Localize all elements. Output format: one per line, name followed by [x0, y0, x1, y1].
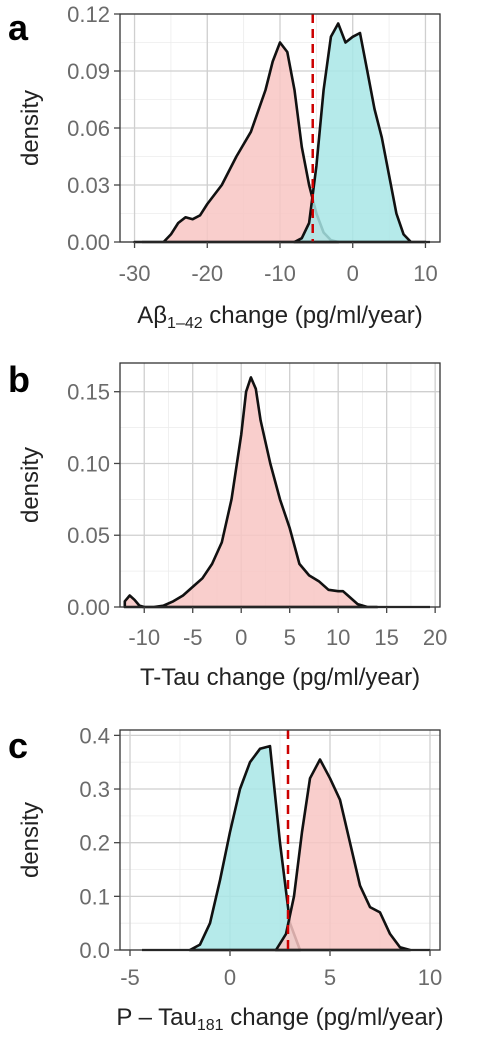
panel-c: -5 0 5 10 0.0 0.1 0.2 0.3 0.4 c density P – Tau181 …: [8, 723, 444, 1034]
x-tick-label: 0: [235, 625, 247, 650]
x-tick-label: 5: [284, 625, 296, 650]
x-tick-label: 15: [374, 625, 398, 650]
y-tick-label: 0.3: [79, 777, 110, 802]
density-area-a-1: [133, 41, 340, 244]
y-tick-label: 0.15: [67, 380, 110, 405]
panel-letter: a: [8, 7, 29, 48]
plot-frame: [119, 362, 441, 608]
x-axis-label: Aβ1–42 change (pg/ml/year): [137, 302, 423, 332]
y-tick-label: 0.00: [67, 595, 110, 620]
y-tick-label: 0.03: [67, 173, 110, 198]
x-axis-label: T-Tau change (pg/ml/year): [140, 664, 420, 691]
x-tick-label: 0: [347, 261, 359, 286]
x-tick-label: 0: [224, 965, 236, 990]
x-axis-label: P – Tau181 change (pg/ml/year): [116, 1004, 443, 1034]
y-tick-label: 0.0: [79, 938, 110, 963]
x-tick-label: -10: [128, 625, 160, 650]
density-area-c-2: [274, 758, 412, 952]
x-tick-label: 10: [418, 965, 442, 990]
x-tick-label: 5: [324, 965, 336, 990]
x-tick-label: 20: [423, 625, 447, 650]
y-tick-label: 0.09: [67, 59, 110, 84]
y-tick-label: 0.06: [67, 116, 110, 141]
density-area-b-1: [123, 376, 379, 609]
x-tick-label: -30: [119, 261, 151, 286]
y-tick-label: 0.4: [79, 723, 110, 748]
panel-b: -10 -5 0 5 10 15 20 0.00 0.05 0.10 0.15 b density T-T…: [8, 359, 447, 691]
plot-frame: [119, 729, 441, 951]
density-area-c-1: [188, 744, 302, 952]
panel-a: -30 -20 -10 0 10 0.00 0.03 0.06 0.09 0.12 a density…: [8, 2, 441, 332]
y-tick-label: 0.05: [67, 523, 110, 548]
x-tick-label: 10: [413, 261, 437, 286]
y-axis-label: density: [17, 90, 44, 166]
x-tick-label: -20: [191, 261, 223, 286]
y-tick-label: 0.00: [67, 230, 110, 255]
x-tick-label: 10: [326, 625, 350, 650]
y-tick-label: 0.12: [67, 2, 110, 27]
y-axis-label: density: [17, 447, 44, 523]
y-axis-label: density: [17, 802, 44, 878]
panel-letter: c: [8, 725, 28, 766]
panel-letter: b: [8, 359, 30, 400]
y-tick-label: 0.2: [79, 831, 110, 856]
x-tick-label: -5: [183, 625, 203, 650]
x-tick-label: -5: [120, 965, 140, 990]
y-tick-label: 0.1: [79, 884, 110, 909]
x-tick-label: -10: [264, 261, 296, 286]
y-tick-label: 0.10: [67, 451, 110, 476]
density-area-a-2: [293, 22, 427, 244]
